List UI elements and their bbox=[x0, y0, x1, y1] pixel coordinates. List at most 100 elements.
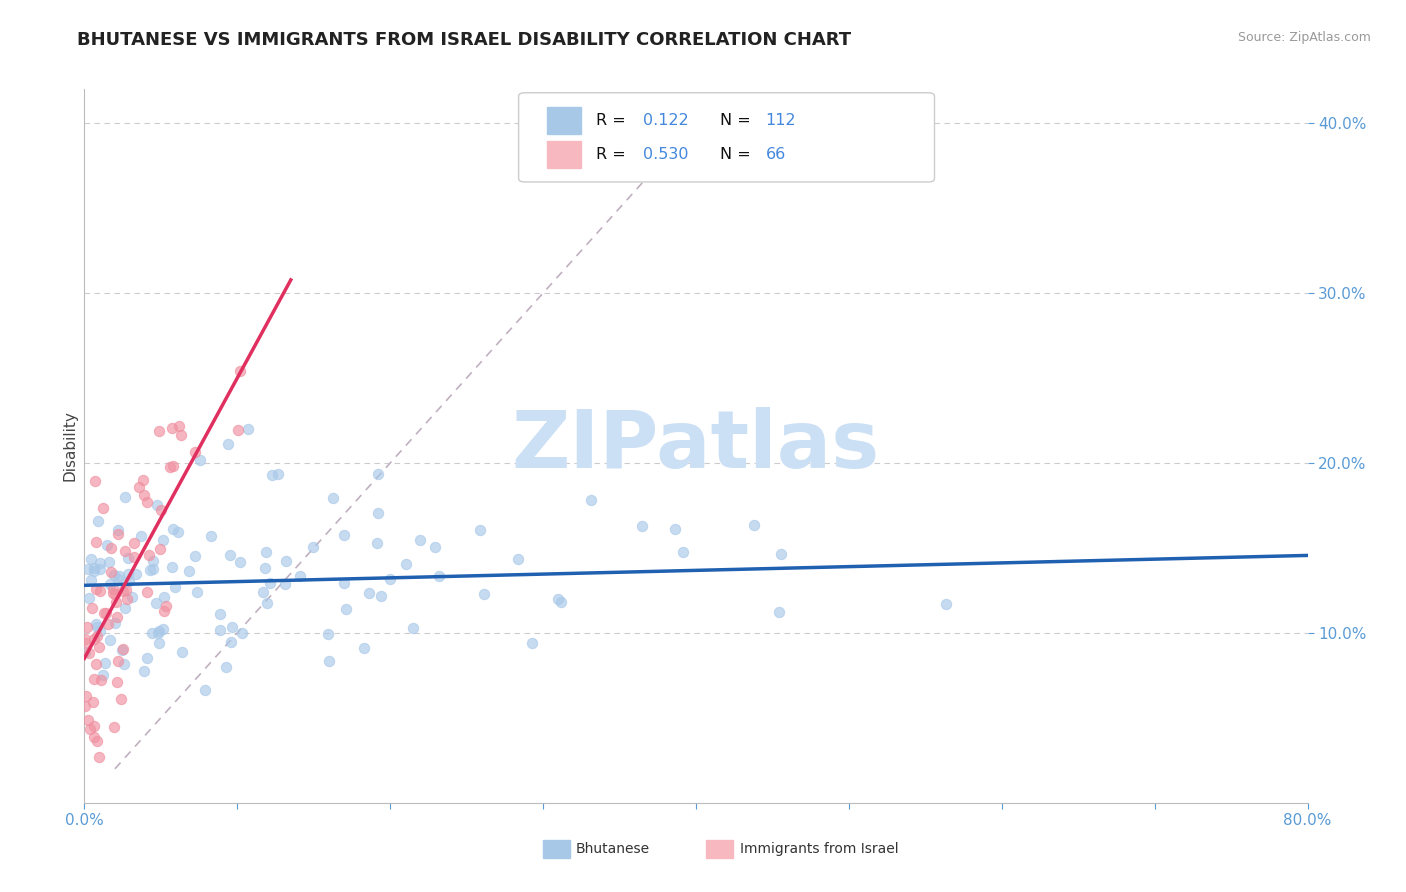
Point bbox=[135, 585, 157, 599]
Point bbox=[104, 587, 127, 601]
Point bbox=[98, 633, 121, 648]
Point bbox=[378, 572, 401, 586]
Point bbox=[145, 596, 167, 610]
FancyBboxPatch shape bbox=[519, 93, 935, 182]
Point bbox=[472, 587, 495, 601]
Point bbox=[86, 734, 108, 748]
Point bbox=[107, 654, 129, 668]
Point bbox=[97, 616, 120, 631]
Point bbox=[254, 561, 277, 575]
Point bbox=[83, 731, 105, 745]
Point bbox=[318, 654, 340, 668]
Point bbox=[89, 561, 111, 575]
Point bbox=[112, 583, 135, 598]
Point bbox=[468, 523, 491, 537]
Point bbox=[664, 522, 686, 536]
Point bbox=[357, 586, 380, 600]
Point bbox=[134, 488, 156, 502]
Point bbox=[142, 554, 165, 568]
Point bbox=[96, 606, 118, 620]
Point bbox=[86, 620, 108, 634]
Text: R =: R = bbox=[596, 113, 630, 128]
Point bbox=[90, 673, 112, 687]
Text: R =: R = bbox=[596, 146, 630, 161]
Point bbox=[105, 609, 128, 624]
FancyBboxPatch shape bbox=[547, 141, 581, 168]
Point bbox=[100, 566, 122, 580]
Point bbox=[160, 421, 183, 435]
Text: BHUTANESE VS IMMIGRANTS FROM ISRAEL DISABILITY CORRELATION CHART: BHUTANESE VS IMMIGRANTS FROM ISRAEL DISA… bbox=[77, 31, 852, 49]
Point bbox=[86, 629, 108, 643]
Point bbox=[110, 692, 132, 706]
Point bbox=[194, 682, 217, 697]
Text: Bhutanese: Bhutanese bbox=[576, 842, 650, 856]
Point bbox=[83, 673, 105, 687]
Point bbox=[136, 650, 159, 665]
Point bbox=[367, 506, 389, 520]
Point bbox=[152, 622, 174, 636]
Point bbox=[179, 564, 201, 578]
Point bbox=[160, 559, 183, 574]
Point bbox=[101, 586, 124, 600]
Point bbox=[131, 529, 153, 543]
Point bbox=[228, 364, 250, 378]
Text: Immigrants from Israel: Immigrants from Israel bbox=[740, 842, 898, 856]
Point bbox=[162, 459, 184, 474]
Point bbox=[262, 467, 284, 482]
Point bbox=[89, 584, 111, 599]
Point bbox=[148, 636, 170, 650]
Point bbox=[353, 641, 375, 656]
Point bbox=[149, 502, 172, 516]
Point bbox=[73, 636, 96, 650]
Point bbox=[183, 445, 205, 459]
Point bbox=[148, 624, 170, 638]
Point bbox=[86, 535, 108, 549]
Point bbox=[91, 668, 114, 682]
Text: 0.122: 0.122 bbox=[644, 113, 689, 128]
Point bbox=[152, 533, 174, 547]
Point bbox=[75, 699, 97, 714]
Point bbox=[631, 519, 654, 533]
Text: N =: N = bbox=[720, 113, 756, 128]
Point bbox=[83, 564, 105, 578]
Point bbox=[96, 538, 118, 552]
Point bbox=[769, 547, 792, 561]
Point bbox=[148, 424, 170, 438]
Point bbox=[103, 615, 125, 630]
Point bbox=[128, 480, 150, 494]
Point bbox=[226, 423, 249, 437]
Point bbox=[76, 713, 98, 727]
Point bbox=[322, 491, 344, 505]
Point bbox=[101, 582, 124, 596]
Point bbox=[94, 657, 117, 671]
Point bbox=[107, 523, 129, 537]
Point bbox=[145, 498, 167, 512]
Text: 66: 66 bbox=[766, 146, 786, 161]
Point bbox=[98, 577, 121, 591]
Point bbox=[142, 562, 165, 576]
Point bbox=[520, 636, 543, 650]
Point bbox=[744, 517, 766, 532]
Point bbox=[75, 689, 97, 703]
Point bbox=[84, 474, 107, 488]
Point bbox=[87, 640, 110, 655]
Point bbox=[104, 595, 127, 609]
Point bbox=[148, 626, 170, 640]
Point bbox=[149, 541, 172, 556]
Point bbox=[132, 664, 155, 678]
Point bbox=[114, 583, 136, 598]
Point bbox=[159, 460, 181, 475]
Point bbox=[166, 524, 188, 539]
Point bbox=[84, 657, 107, 671]
Point bbox=[935, 597, 957, 611]
Point bbox=[165, 580, 187, 594]
Point bbox=[117, 550, 139, 565]
Text: 0.530: 0.530 bbox=[644, 146, 689, 161]
Point bbox=[231, 626, 253, 640]
Point bbox=[333, 576, 356, 591]
Point bbox=[76, 619, 98, 633]
Point bbox=[672, 545, 695, 559]
Point bbox=[110, 643, 132, 657]
Point bbox=[136, 494, 159, 508]
Point bbox=[200, 529, 222, 543]
